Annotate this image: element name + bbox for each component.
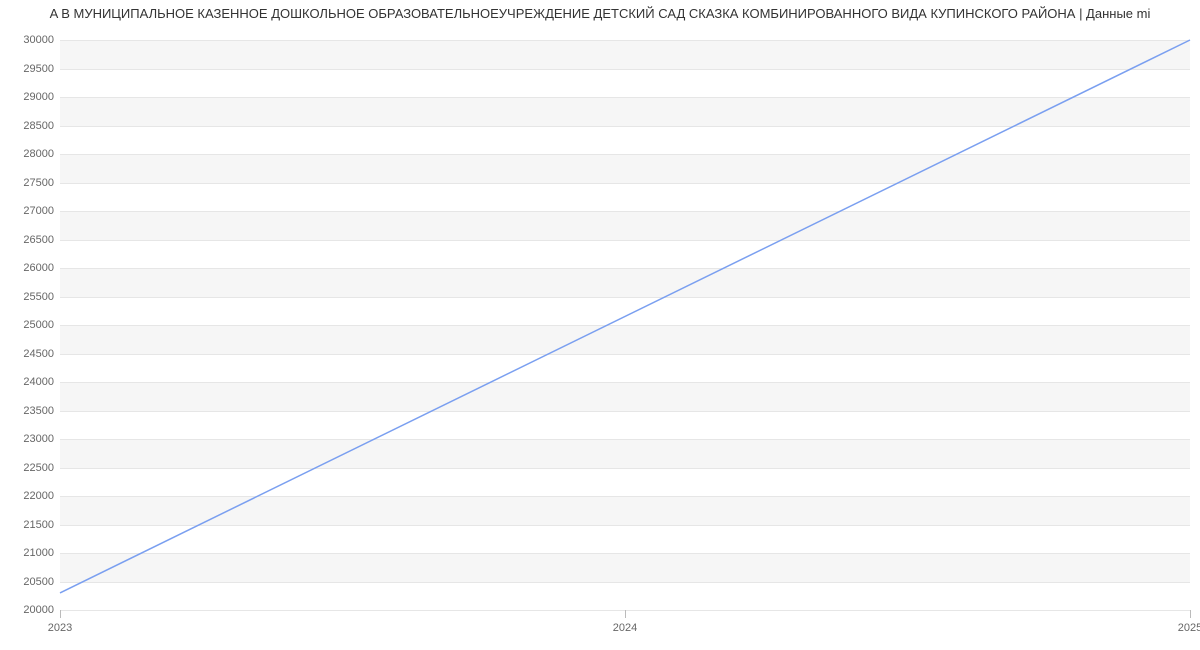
y-axis-label: 22500 xyxy=(0,462,54,474)
y-axis-label: 29000 xyxy=(0,91,54,103)
y-axis-label: 27000 xyxy=(0,205,54,217)
x-tick xyxy=(60,610,61,618)
series-salary xyxy=(60,40,1190,593)
y-axis-label: 25000 xyxy=(0,319,54,331)
y-axis-label: 20500 xyxy=(0,576,54,588)
x-tick xyxy=(1190,610,1191,618)
y-axis-label: 30000 xyxy=(0,34,54,46)
y-axis-label: 22000 xyxy=(0,490,54,502)
y-axis-label: 20000 xyxy=(0,604,54,616)
y-axis-label: 25500 xyxy=(0,291,54,303)
x-tick xyxy=(625,610,626,618)
x-axis-label: 2024 xyxy=(613,622,637,634)
y-axis-label: 23500 xyxy=(0,405,54,417)
y-axis-label: 28500 xyxy=(0,120,54,132)
y-axis-label: 24000 xyxy=(0,376,54,388)
line-layer xyxy=(60,40,1190,610)
x-axis-label: 2025 xyxy=(1178,622,1200,634)
y-axis-label: 24500 xyxy=(0,348,54,360)
y-axis-label: 28000 xyxy=(0,148,54,160)
y-axis-label: 26500 xyxy=(0,234,54,246)
y-axis-label: 29500 xyxy=(0,63,54,75)
x-axis-label: 2023 xyxy=(48,622,72,634)
y-axis-label: 21500 xyxy=(0,519,54,531)
y-axis-label: 23000 xyxy=(0,433,54,445)
y-axis-label: 26000 xyxy=(0,262,54,274)
y-axis-label: 21000 xyxy=(0,547,54,559)
chart-container: 20000 20500 21000 21500 22000 22500 23000 23500… xyxy=(0,0,1200,650)
y-axis-label: 27500 xyxy=(0,177,54,189)
